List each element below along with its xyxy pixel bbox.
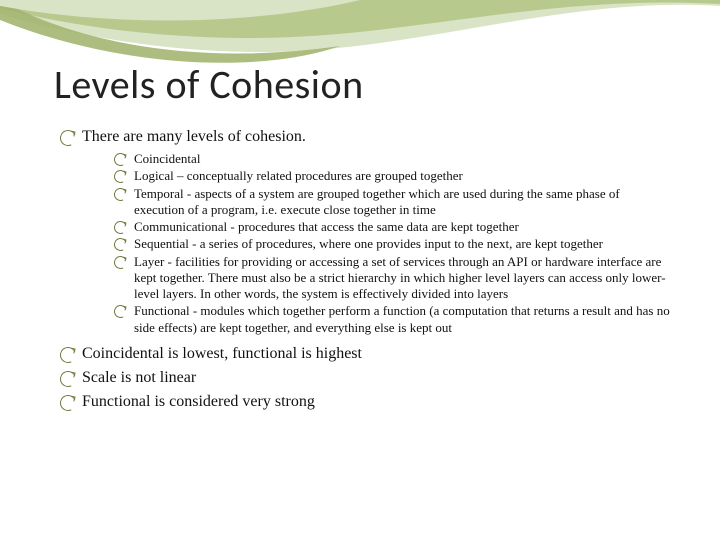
- sub-item: Functional - modules which together perf…: [114, 303, 670, 336]
- sub-item: Coincidental: [114, 151, 670, 167]
- slide-content: Levels of Cohesion There are many levels…: [0, 0, 720, 436]
- top-item-summary: Coincidental is lowest, functional is hi…: [60, 344, 670, 364]
- sub-item: Sequential - a series of procedures, whe…: [114, 236, 670, 252]
- top-item-summary: Scale is not linear: [60, 368, 670, 388]
- slide-title: Levels of Cohesion: [54, 60, 670, 109]
- sub-item: Communicational - procedures that access…: [114, 219, 670, 235]
- sub-item: Logical – conceptually related procedure…: [114, 168, 670, 184]
- sub-item: Layer - facilities for providing or acce…: [114, 254, 670, 303]
- top-item-text: There are many levels of cohesion.: [82, 128, 306, 145]
- sub-bullet-list: Coincidental Logical – conceptually rela…: [82, 151, 670, 336]
- main-bullet-list: There are many levels of cohesion. Coinc…: [54, 127, 670, 412]
- top-item-intro: There are many levels of cohesion. Coinc…: [60, 127, 670, 336]
- top-item-summary: Functional is considered very strong: [60, 392, 670, 412]
- sub-item: Temporal - aspects of a system are group…: [114, 186, 670, 219]
